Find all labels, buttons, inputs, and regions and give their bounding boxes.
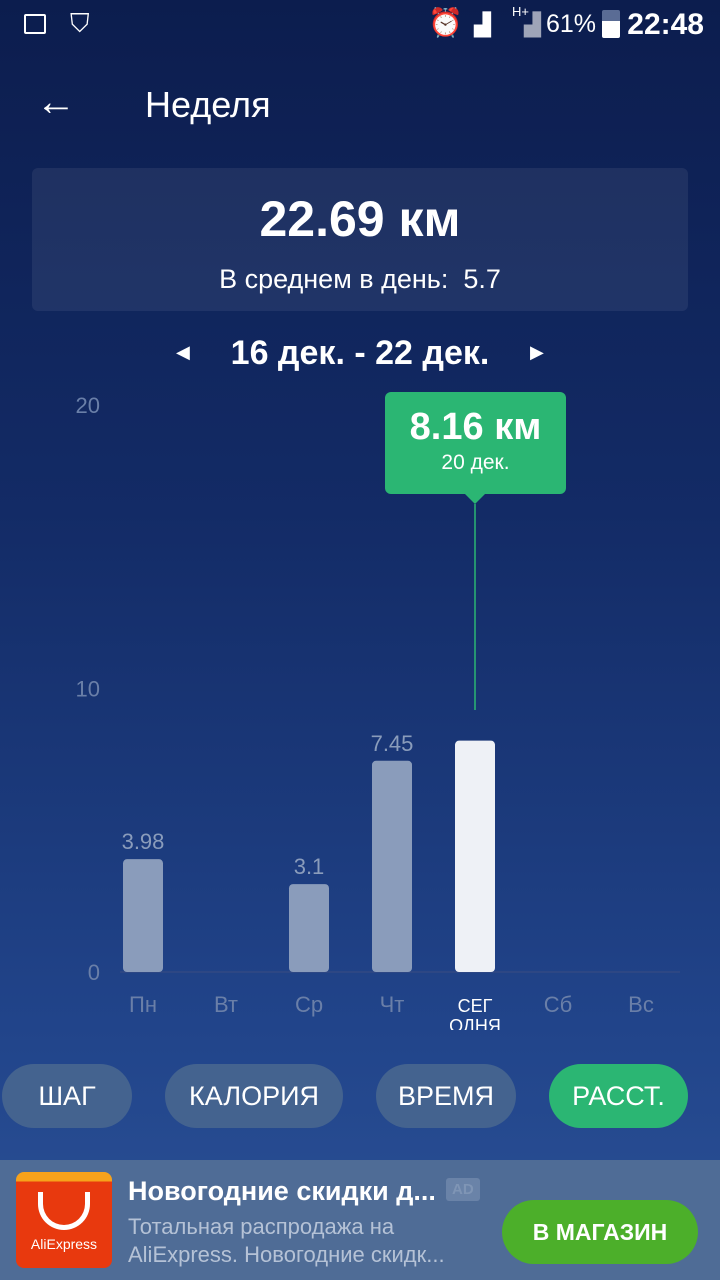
aliexpress-logo: AliExpress <box>16 1172 112 1268</box>
avg-label: В среднем в день: <box>219 264 449 294</box>
prev-week-button[interactable]: ◀ <box>176 342 190 362</box>
daily-average: В среднем в день: 5.7 <box>32 264 688 295</box>
data-label: 3.98 <box>122 829 165 854</box>
bar-4 <box>455 740 495 972</box>
back-button[interactable]: ← <box>36 80 76 125</box>
alarm-icon: ⏰ <box>428 7 463 38</box>
bag-handle-icon <box>38 1192 90 1230</box>
ad-badge: AD <box>446 1178 480 1201</box>
ad-text-line1: Тотальная распродажа на <box>128 1214 395 1239</box>
tooltip-date: 20 дек. <box>441 451 510 474</box>
tab-distance[interactable]: РАССТ. <box>549 1064 688 1128</box>
tab-time[interactable]: ВРЕМЯ <box>376 1064 516 1128</box>
x-tick-label: ОДНЯ <box>449 1016 501 1030</box>
signal-icon-2: ▟ <box>524 12 541 37</box>
x-tick-label: Чт <box>380 992 405 1017</box>
x-tick-label: Вт <box>214 992 238 1017</box>
battery-icon <box>602 10 620 38</box>
bar-0 <box>123 859 163 972</box>
logo-text: AliExpress <box>30 1236 98 1252</box>
data-label: 7.45 <box>371 731 414 756</box>
tab-steps[interactable]: ШАГ <box>2 1064 132 1128</box>
x-tick-label: Ср <box>295 992 323 1017</box>
tooltip-value: 8.16 км <box>409 406 542 448</box>
y-tick-label: 10 <box>76 677 100 702</box>
arrow-left-icon: ← <box>36 80 76 124</box>
network-type: H+ <box>512 4 529 19</box>
tab-calories[interactable]: КАЛОРИЯ <box>165 1064 343 1128</box>
signal-icon: ▟ <box>474 12 491 37</box>
shop-button[interactable]: В МАГАЗИН <box>502 1200 698 1264</box>
bar-2 <box>289 884 329 972</box>
status-bar: ⛉ ⏰ ▟ H+ ▟ 61% 22:48 <box>0 0 720 50</box>
page-title: Неделя <box>145 84 271 125</box>
battery-percent: 61% <box>545 10 596 38</box>
clock: 22:48 <box>627 8 704 41</box>
date-range: 16 дек. - 22 дек. <box>230 334 490 372</box>
data-label: 3.1 <box>294 854 325 879</box>
total-distance: 22.69 км <box>259 191 461 247</box>
summary-card: 22.69 км В среднем в день: 5.7 <box>32 168 688 311</box>
ad-title: Новогодние скидки д... <box>128 1176 436 1206</box>
bar-3 <box>372 760 412 972</box>
y-tick-label: 0 <box>88 960 100 985</box>
x-tick-label: Сб <box>544 992 573 1017</box>
x-tick-label: Вс <box>628 992 654 1017</box>
avg-value: 5.7 <box>463 264 501 294</box>
x-tick-label: СЕГ <box>458 996 493 1016</box>
ad-text-line2: AliExpress. Новогодние скидк... <box>128 1242 445 1267</box>
y-tick-label: 20 <box>76 393 100 418</box>
image-icon <box>24 14 46 34</box>
shield-check-icon: ⛉ <box>70 8 90 38</box>
selected-bar-tooltip: 8.16 км 20 дек. <box>385 392 566 504</box>
x-tick-label: Пн <box>129 992 157 1017</box>
next-week-button[interactable]: ▶ <box>530 342 544 362</box>
ad-banner[interactable]: AliExpress Новогодние скидки д... AD Тот… <box>0 1160 720 1280</box>
